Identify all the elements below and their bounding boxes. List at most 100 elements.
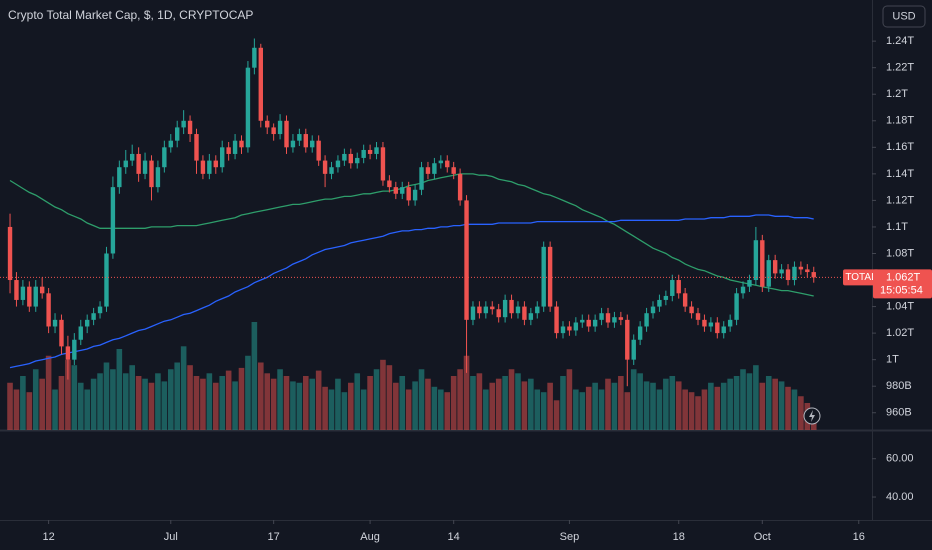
candle-body	[239, 140, 244, 148]
candle-body	[753, 240, 759, 281]
volume-bar	[695, 396, 701, 430]
volume-bar	[528, 378, 534, 430]
volume-bar	[180, 346, 187, 430]
candle-body	[483, 306, 489, 314]
volume-bar	[573, 389, 579, 430]
candle-body	[245, 67, 251, 148]
candle-body	[657, 299, 662, 307]
currency-button[interactable]	[882, 5, 926, 28]
volume-bar	[483, 389, 489, 430]
volume-bar	[129, 365, 135, 430]
candle-body	[451, 167, 456, 174]
volume-bar	[238, 367, 245, 430]
x-tick-label: 17	[268, 531, 280, 543]
candle-body	[303, 134, 308, 148]
x-tick-label: 16	[853, 531, 865, 543]
candle-body	[142, 160, 148, 174]
candle-body	[811, 272, 816, 278]
volume-bar	[785, 386, 791, 430]
candle-body	[14, 280, 19, 300]
candle-body	[779, 269, 784, 274]
volume-bar	[39, 378, 45, 430]
candle-body	[792, 266, 797, 281]
candle-body	[400, 187, 405, 194]
volume-bar	[296, 382, 303, 430]
volume-bar	[335, 378, 341, 430]
candle-body	[316, 140, 321, 161]
candle-body	[374, 147, 379, 154]
candle-body	[541, 246, 546, 307]
candle-body	[734, 293, 739, 320]
volume-bar	[418, 369, 425, 430]
volume-bar	[470, 376, 476, 430]
volume-bar	[135, 376, 142, 430]
candle-body	[290, 140, 296, 148]
candle-body	[470, 306, 476, 320]
volume-bar	[675, 381, 682, 430]
volume-bar	[611, 382, 618, 430]
candle-body	[84, 319, 90, 327]
candle-body	[252, 47, 257, 68]
volume-bar	[701, 389, 708, 430]
candle-body	[46, 293, 51, 327]
volume-bar	[405, 389, 412, 430]
candle-body	[406, 187, 411, 201]
candle-body	[695, 313, 701, 320]
volume-bar	[585, 386, 592, 430]
candle-body	[490, 306, 495, 310]
volume-bar	[367, 376, 373, 430]
volume-bar	[290, 381, 296, 430]
candle-body	[136, 153, 141, 174]
candle-body	[560, 326, 566, 334]
volume-bar	[348, 382, 354, 430]
symbol-tag	[843, 269, 879, 286]
candle-body	[580, 319, 585, 323]
candle-body	[387, 180, 392, 188]
volume-bar	[521, 381, 528, 430]
candle-body	[477, 306, 482, 314]
candle-body	[715, 322, 720, 334]
volume-bar	[270, 378, 277, 430]
volume-bar	[714, 386, 721, 430]
candle-body	[194, 134, 199, 161]
x-tick-label: Oct	[754, 531, 771, 543]
candle-body	[110, 187, 116, 254]
x-tick-label: 18	[673, 531, 685, 543]
volume-bar	[200, 378, 206, 430]
volume-bar	[212, 382, 219, 430]
candle-body	[708, 322, 714, 327]
replay-icon[interactable]	[803, 407, 821, 425]
volume-bar	[360, 389, 367, 430]
candle-body	[618, 317, 624, 320]
candle-body	[27, 286, 32, 307]
volume-bar	[283, 376, 290, 430]
y-tick-label: 1.12T	[886, 194, 914, 206]
candle-body	[740, 286, 746, 294]
candle-body	[682, 293, 688, 307]
icon-bolt[interactable]	[809, 410, 815, 422]
volume-bar	[322, 386, 328, 430]
x-tick-label: 12	[42, 531, 54, 543]
volume-bar	[45, 355, 52, 430]
candle-body	[207, 160, 212, 174]
volume-bar	[65, 359, 71, 430]
candle-body	[625, 319, 630, 360]
volume-bar	[566, 369, 573, 430]
candle-body	[772, 260, 778, 274]
candle-body	[798, 266, 804, 270]
volume-bar	[148, 382, 155, 430]
volume-bar	[489, 382, 496, 430]
candle-body	[187, 120, 193, 135]
candle-body	[277, 120, 283, 135]
volume-bar	[399, 376, 406, 430]
candle-body	[310, 140, 315, 148]
volume-bar	[502, 376, 508, 430]
volume-bar	[354, 373, 361, 430]
volume-bar	[20, 376, 26, 430]
volume-bar	[463, 355, 470, 430]
currency-label[interactable]: USD	[892, 10, 915, 22]
candle-body	[496, 309, 501, 318]
volume-bar	[373, 369, 380, 430]
volume-bar	[637, 373, 643, 430]
candle-body	[117, 167, 122, 188]
